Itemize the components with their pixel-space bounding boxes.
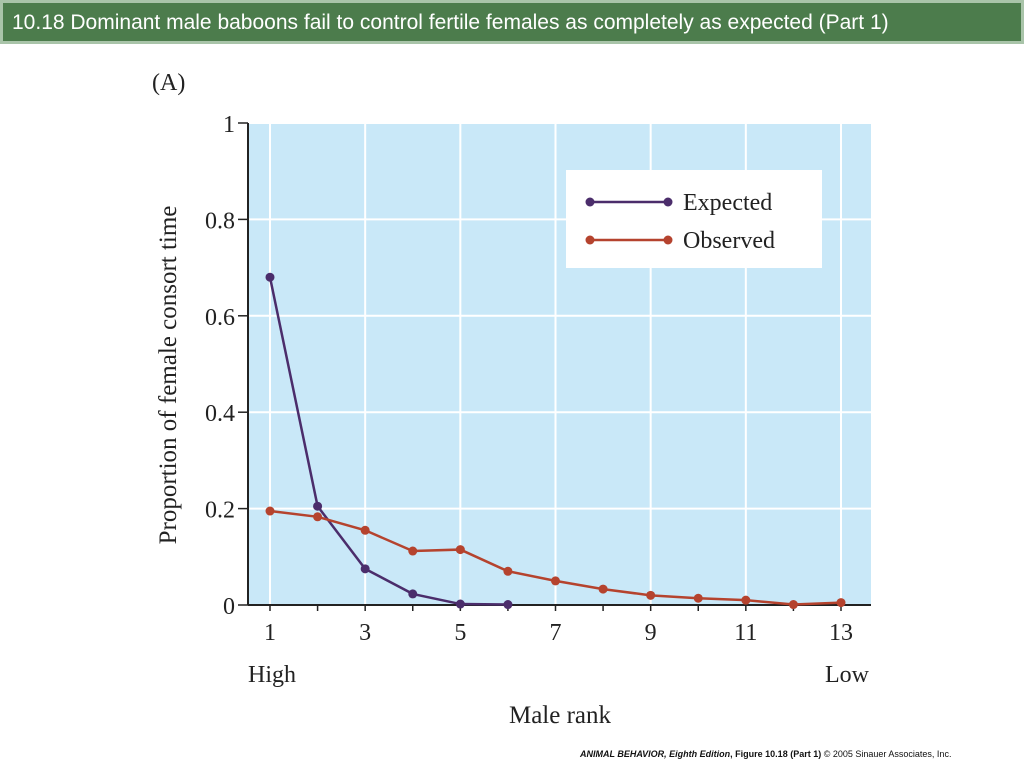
legend-box [566,170,822,268]
observed-data-point [265,506,275,516]
observed-data-point [693,593,703,603]
observed-data-point [646,590,656,600]
title-bar: 10.18 Dominant male baboons fail to cont… [0,0,1024,44]
expected-data-point [265,272,275,282]
expected-data-point [408,589,418,599]
observed-data-point [788,600,798,610]
legend-observed-label: Observed [683,228,775,254]
y-tick-label: 1 [223,112,235,138]
legend: Expected Observed [566,170,822,268]
expected-series-line [268,276,508,606]
caption-book: ANIMAL BEHAVIOR, Eighth Edition [580,749,731,759]
expected-data-point [503,600,513,610]
x-tick-label: 5 [454,620,466,646]
x-end-label-high: High [248,662,296,688]
observed-data-point [836,598,846,608]
y-tick-label: 0.4 [205,401,235,427]
legend-expected-marker [585,197,595,207]
y-axis-title: Proportion of female consort time [155,206,182,545]
y-tick-label: 0.8 [205,208,235,234]
x-tick-label: 13 [829,620,853,646]
caption-figure: , Figure 10.18 (Part 1) [730,749,822,759]
legend-expected-marker [663,197,673,207]
panel-label: (A) [152,70,185,96]
x-tick-label: 9 [645,620,657,646]
observed-data-point [360,525,370,535]
legend-observed-marker [585,235,595,245]
y-tick-label: 0.2 [205,498,235,524]
observed-data-point [503,566,513,576]
legend-observed-marker [663,235,673,245]
x-end-label-low: Low [825,662,870,688]
axes [238,122,871,611]
observed-data-point [598,584,608,594]
observed-data-point [741,595,751,605]
x-tick-label: 1 [264,620,276,646]
observed-data-point [313,512,323,522]
observed-data-point [408,546,418,556]
expected-data-point [360,564,370,574]
expected-data-point [455,599,465,609]
y-tick-label: 0.6 [205,305,235,331]
legend-expected-label: Expected [683,190,772,216]
figure-caption: ANIMAL BEHAVIOR, Eighth Edition, Figure … [580,749,951,759]
x-axis-title: Male rank [509,702,612,729]
x-tick-label: 11 [734,620,757,646]
x-tick-label: 7 [550,620,562,646]
legend-entries: Expected Observed [585,190,775,254]
observed-data-point [455,545,465,555]
series-layer [265,272,846,610]
x-tick-label: 3 [359,620,371,646]
slide-title: 10.18 Dominant male baboons fail to cont… [12,11,889,34]
expected-data-point [313,501,323,511]
y-tick-label: 0 [223,594,235,620]
grid [248,122,871,605]
caption-copyright: © 2005 Sinauer Associates, Inc. [823,749,952,759]
tick-labels: 00.20.40.60.811 3 5 7 9 11 13 [205,112,853,646]
observed-data-point [551,576,560,586]
